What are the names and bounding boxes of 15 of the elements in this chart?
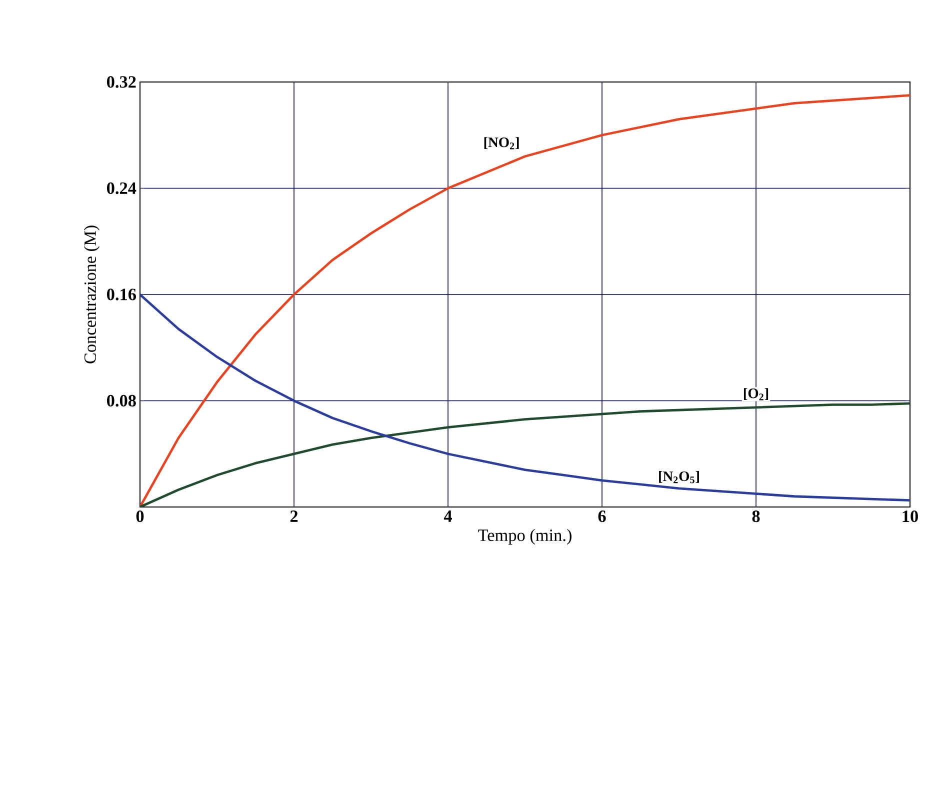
x-tick-label: 0 [136, 510, 144, 522]
series-label: [N$_{2}$O$_{5}$] [659, 471, 699, 484]
y-tick-label: 0.16 [107, 288, 136, 300]
series-label: [NO$_{2}$] [484, 137, 519, 150]
y-tick-label: 0.24 [107, 182, 136, 194]
y-tick-label: 0.32 [107, 76, 136, 88]
y-axis-title: Concentrazione (M) [84, 226, 100, 364]
x-tick-label: 4 [444, 510, 452, 522]
x-axis-title: Tempo (min.) [478, 528, 572, 545]
y-tick-label: 0.08 [107, 394, 136, 407]
x-tick-label: 2 [290, 510, 298, 522]
series-label: [O$_{2}$] [744, 388, 768, 400]
x-tick-label: 8 [752, 510, 760, 522]
x-tick-label: 10 [902, 510, 918, 522]
x-tick-label: 6 [598, 510, 606, 522]
